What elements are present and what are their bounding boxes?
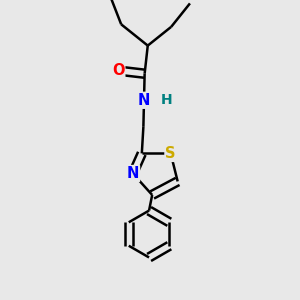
Text: S: S — [165, 146, 176, 161]
Text: N: N — [138, 93, 150, 108]
Text: N: N — [127, 166, 139, 181]
Text: H: H — [161, 93, 173, 107]
Text: O: O — [112, 63, 124, 78]
